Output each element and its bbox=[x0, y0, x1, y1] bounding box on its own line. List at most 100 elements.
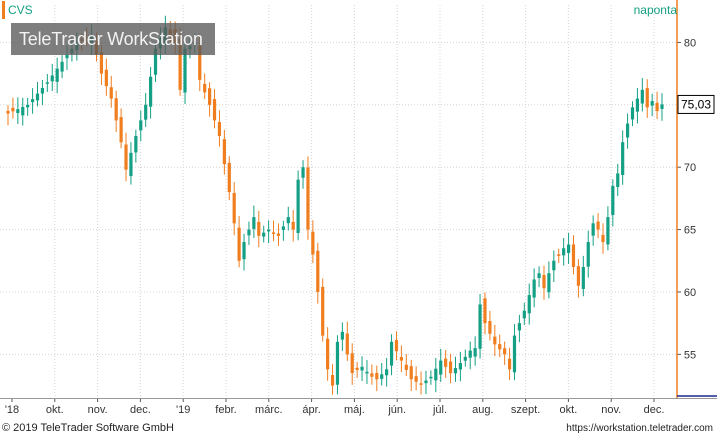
candle-up bbox=[296, 179, 300, 234]
candle-up bbox=[635, 98, 640, 112]
ticker-marker bbox=[2, 1, 5, 19]
candle-up bbox=[625, 123, 630, 138]
candle-down bbox=[414, 376, 418, 382]
candle-down bbox=[571, 244, 576, 267]
candle-up bbox=[522, 310, 526, 319]
period-label: naponta bbox=[633, 3, 677, 17]
candle-down bbox=[217, 122, 222, 136]
candle-up bbox=[463, 356, 467, 361]
candle-down bbox=[394, 339, 399, 352]
candle-up bbox=[611, 185, 615, 215]
candle-down bbox=[350, 353, 354, 374]
x-tick-label: okt. bbox=[560, 404, 578, 416]
candle-up bbox=[458, 363, 462, 370]
candle-up bbox=[16, 109, 20, 114]
candle-up bbox=[21, 106, 25, 116]
candle-down bbox=[198, 45, 202, 80]
candle-up bbox=[606, 217, 610, 245]
candle-down bbox=[237, 227, 241, 261]
candle-up bbox=[60, 61, 64, 72]
candle-down bbox=[355, 367, 359, 370]
candle-up bbox=[50, 75, 54, 82]
y-tick-label: 60 bbox=[684, 287, 696, 299]
candle-down bbox=[370, 373, 374, 377]
candle-down bbox=[178, 39, 182, 90]
candle-down bbox=[124, 144, 128, 170]
x-tick-label: ápr. bbox=[302, 404, 320, 416]
x-tick-label: nov. bbox=[88, 404, 108, 416]
candle-up bbox=[547, 273, 551, 293]
x-tick-label: jún. bbox=[387, 404, 406, 416]
candle-down bbox=[409, 366, 413, 380]
candle-down bbox=[208, 88, 212, 105]
candle-up bbox=[35, 93, 40, 101]
candle-up bbox=[144, 104, 148, 120]
candle-down bbox=[493, 336, 497, 345]
x-tick-label: júl. bbox=[432, 404, 447, 416]
candle-up bbox=[286, 217, 290, 224]
x-tick-label: máj. bbox=[344, 404, 365, 416]
candle-up bbox=[365, 371, 369, 374]
y-tick-label: 55 bbox=[684, 349, 696, 361]
candle-up bbox=[537, 273, 541, 279]
candle-up bbox=[527, 295, 531, 314]
candle-down bbox=[330, 375, 335, 386]
x-tick-label: márc. bbox=[255, 404, 283, 416]
x-tick-label: aug. bbox=[472, 404, 493, 416]
candle-down bbox=[257, 221, 261, 236]
candle-down bbox=[498, 344, 502, 350]
candle-down bbox=[291, 221, 295, 230]
candle-up bbox=[566, 244, 571, 253]
last-price-label: 75,03 bbox=[681, 97, 711, 111]
candle-up bbox=[360, 366, 364, 371]
x-tick-label: '19 bbox=[176, 404, 190, 416]
candle-up bbox=[650, 101, 654, 106]
candle-up bbox=[30, 99, 35, 103]
watermark-logo: TeleTrader WorkStation bbox=[11, 23, 215, 55]
candle-down bbox=[483, 298, 487, 324]
candle-up bbox=[40, 87, 45, 94]
candle-up bbox=[26, 104, 30, 108]
candle-down bbox=[321, 286, 325, 336]
candle-up bbox=[512, 335, 517, 373]
candle-up bbox=[389, 341, 394, 366]
candle-up bbox=[153, 48, 158, 75]
candle-down bbox=[655, 102, 659, 112]
candle-down bbox=[444, 358, 448, 367]
x-tick-label: '18 bbox=[5, 404, 19, 416]
candle-down bbox=[488, 320, 492, 334]
candle-up bbox=[380, 374, 384, 379]
candle-up bbox=[621, 142, 625, 175]
candle-down bbox=[576, 266, 581, 286]
candle-down bbox=[232, 192, 236, 224]
candle-down bbox=[507, 358, 512, 370]
candle-up bbox=[453, 368, 458, 374]
candle-down bbox=[222, 139, 226, 165]
candle-down bbox=[404, 364, 408, 370]
candle-down bbox=[114, 98, 118, 121]
ticker-symbol: CVS bbox=[8, 3, 33, 17]
candle-down bbox=[375, 372, 379, 380]
candle-down bbox=[557, 254, 561, 256]
copyright-text: © 2019 TeleTrader Software GmbH bbox=[2, 422, 174, 434]
candle-up bbox=[247, 229, 251, 236]
candle-up bbox=[139, 120, 143, 131]
candle-up bbox=[424, 380, 428, 384]
candle-down bbox=[203, 83, 207, 93]
candle-up bbox=[385, 369, 389, 376]
source-url: https://workstation.teletrader.com bbox=[566, 423, 713, 434]
candle-up bbox=[660, 104, 664, 109]
candle-up bbox=[252, 217, 256, 229]
candle-down bbox=[316, 250, 320, 292]
candle-up bbox=[340, 331, 344, 340]
candle-up bbox=[562, 248, 566, 256]
candle-up bbox=[517, 323, 521, 331]
candle-down bbox=[645, 88, 649, 108]
candle-up bbox=[242, 242, 246, 260]
candle-up bbox=[65, 54, 69, 59]
candle-up bbox=[581, 267, 585, 289]
candle-up bbox=[640, 89, 644, 104]
candle-down bbox=[399, 357, 403, 361]
candle-down bbox=[596, 221, 600, 230]
